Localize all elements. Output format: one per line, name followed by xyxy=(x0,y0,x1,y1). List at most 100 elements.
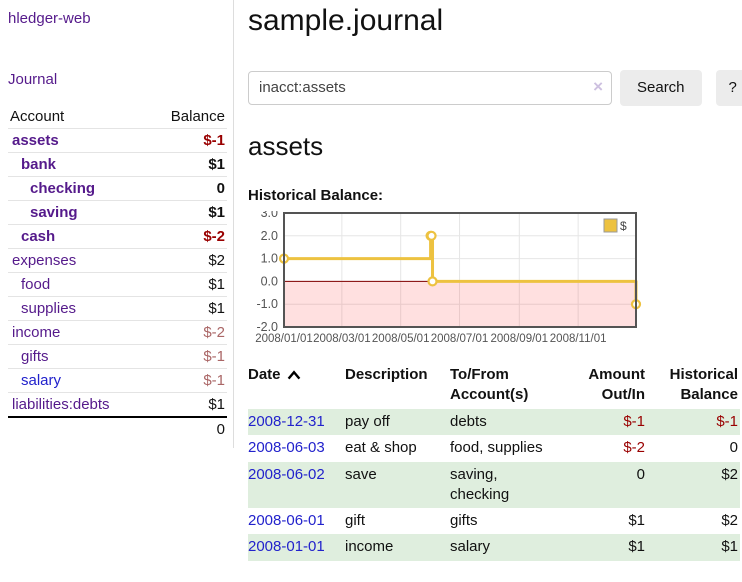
transaction-balance: $1 xyxy=(721,538,738,556)
search-input[interactable] xyxy=(248,70,612,105)
register-header-description: Description xyxy=(345,365,428,383)
transaction-description: income xyxy=(345,538,394,556)
transaction-date-link[interactable]: 2008-12-31 xyxy=(248,413,325,430)
account-balance: $1 xyxy=(208,300,225,317)
account-balance: $1 xyxy=(208,204,225,221)
svg-text:2008/01/01: 2008/01/01 xyxy=(255,333,313,345)
transaction-date-link[interactable]: 2008-06-01 xyxy=(248,512,325,529)
register-header-row: Date Description To/From Account(s) Amou… xyxy=(248,363,740,410)
transaction-amount: $-2 xyxy=(623,439,645,457)
search-box: × xyxy=(248,70,612,105)
transaction-description: save xyxy=(345,465,377,483)
account-link[interactable]: expenses xyxy=(12,252,77,269)
register-header-amount: Amount Out/In xyxy=(588,365,645,403)
search-bar: × Search ? xyxy=(248,69,742,106)
transaction-accounts: gifts xyxy=(450,512,478,529)
account-row: gifts $-1 xyxy=(8,344,227,369)
app-layout: hledger-web Journal Account Balance asse… xyxy=(0,0,742,561)
transaction-accounts: salary xyxy=(450,538,491,556)
transaction-description: eat & shop xyxy=(345,439,417,457)
accounts-header-row: Account Balance xyxy=(8,105,227,129)
svg-text:2008/07/01: 2008/07/01 xyxy=(431,333,489,345)
transaction-accounts: saving, checking xyxy=(450,465,510,503)
transaction-row: 2008-12-31 pay off debts $-1 $-1 xyxy=(248,409,740,436)
transaction-date-link[interactable]: 2008-06-03 xyxy=(248,439,325,457)
transaction-balance: $2 xyxy=(721,465,738,483)
svg-text:2008/11/01: 2008/11/01 xyxy=(550,333,607,345)
transaction-balance: 0 xyxy=(729,439,738,457)
account-row: assets $-1 xyxy=(8,128,227,153)
transaction-date-link[interactable]: 2008-01-01 xyxy=(248,538,325,556)
brand-link[interactable]: hledger-web xyxy=(8,10,91,27)
search-button[interactable]: Search xyxy=(620,69,702,106)
account-link[interactable]: salary xyxy=(21,372,62,389)
account-row: food $1 xyxy=(8,272,227,297)
account-link[interactable]: liabilities:debts xyxy=(12,396,110,413)
transaction-date-link[interactable]: 2008-06-02 xyxy=(248,465,325,483)
accounts-total-row: 0 xyxy=(8,417,227,441)
svg-text:-2.0: -2.0 xyxy=(256,320,278,334)
account-balance: $1 xyxy=(208,156,225,173)
account-row: liabilities:debts $1 xyxy=(8,392,227,418)
accounts-header-account: Account xyxy=(10,108,65,125)
clear-search-icon[interactable]: × xyxy=(593,76,603,96)
account-row: expenses $2 xyxy=(8,248,227,273)
transaction-amount: 0 xyxy=(636,465,645,483)
accounts-total-value: 0 xyxy=(216,421,225,438)
register-header-accounts: To/From Account(s) xyxy=(450,365,529,403)
transaction-accounts: food, supplies xyxy=(450,439,543,457)
accounts-header-balance: Balance xyxy=(170,108,225,125)
account-row: salary $-1 xyxy=(8,368,227,393)
account-balance: $-2 xyxy=(203,228,225,245)
account-link[interactable]: cash xyxy=(21,228,56,245)
account-link[interactable]: checking xyxy=(30,180,96,197)
help-button[interactable]: ? xyxy=(715,69,742,106)
svg-text:2008/05/01: 2008/05/01 xyxy=(372,333,430,345)
accounts-table: Account Balance assets $-1 bank $1 checking 0… xyxy=(8,105,227,441)
account-link[interactable]: bank xyxy=(21,156,57,173)
transaction-amount: $-1 xyxy=(623,413,645,430)
account-heading: assets xyxy=(248,130,324,161)
account-row: saving $1 xyxy=(8,200,227,225)
transaction-description: pay off xyxy=(345,413,390,430)
account-row: supplies $1 xyxy=(8,296,227,321)
svg-text:2008/03/01: 2008/03/01 xyxy=(313,333,371,345)
account-row: income $-2 xyxy=(8,320,227,345)
account-link[interactable]: food xyxy=(21,276,51,293)
transaction-balance: $-1 xyxy=(716,413,738,430)
register-table: Date Description To/From Account(s) Amou… xyxy=(248,363,740,561)
account-row: checking 0 xyxy=(8,176,227,201)
account-balance: 0 xyxy=(216,180,225,197)
account-link[interactable]: saving xyxy=(30,204,78,221)
chart-title: Historical Balance: xyxy=(248,186,384,204)
transaction-description: gift xyxy=(345,512,366,529)
accounts-total-spacer xyxy=(8,417,148,441)
transaction-row: 2008-06-02 save saving, checking 0 $2 xyxy=(248,461,740,508)
historical-balance-chart[interactable]: $3.0 2.0 1.0 0.0 -1.0 -2.0 2008/01/01 2008/03/0… xyxy=(248,206,742,349)
account-link[interactable]: assets xyxy=(12,132,59,149)
account-row: bank $1 xyxy=(8,152,227,177)
sort-ascending-icon xyxy=(287,369,300,379)
transaction-row: 2008-01-01 income salary $1 $1 xyxy=(248,534,740,561)
register-header-date-label: Date xyxy=(248,365,281,383)
account-link[interactable]: income xyxy=(12,324,61,341)
account-balance: $-1 xyxy=(203,132,225,149)
account-balance: $1 xyxy=(208,396,225,413)
register-header-balance: Historical Balance xyxy=(669,365,738,403)
register-header-date[interactable]: Date xyxy=(248,363,345,410)
transaction-amount: $1 xyxy=(628,538,645,556)
account-balance: $1 xyxy=(208,276,225,293)
transaction-amount: $1 xyxy=(628,512,645,529)
account-balance: $2 xyxy=(208,252,225,269)
svg-text:0.0: 0.0 xyxy=(261,274,278,288)
account-link[interactable]: gifts xyxy=(21,348,49,365)
svg-text:$: $ xyxy=(620,219,627,233)
transaction-row: 2008-06-03 eat & shop food, supplies $-2 0 xyxy=(248,435,740,461)
account-link[interactable]: supplies xyxy=(21,300,77,317)
sidebar: hledger-web Journal Account Balance asse… xyxy=(0,0,234,448)
sidebar-item-journal[interactable]: Journal xyxy=(8,71,58,88)
main-content: sample.journal × Search ? assets Histori… xyxy=(234,0,742,561)
account-balance: $-1 xyxy=(203,348,225,365)
account-balance: $-2 xyxy=(203,324,225,341)
transaction-balance: $2 xyxy=(721,512,738,529)
